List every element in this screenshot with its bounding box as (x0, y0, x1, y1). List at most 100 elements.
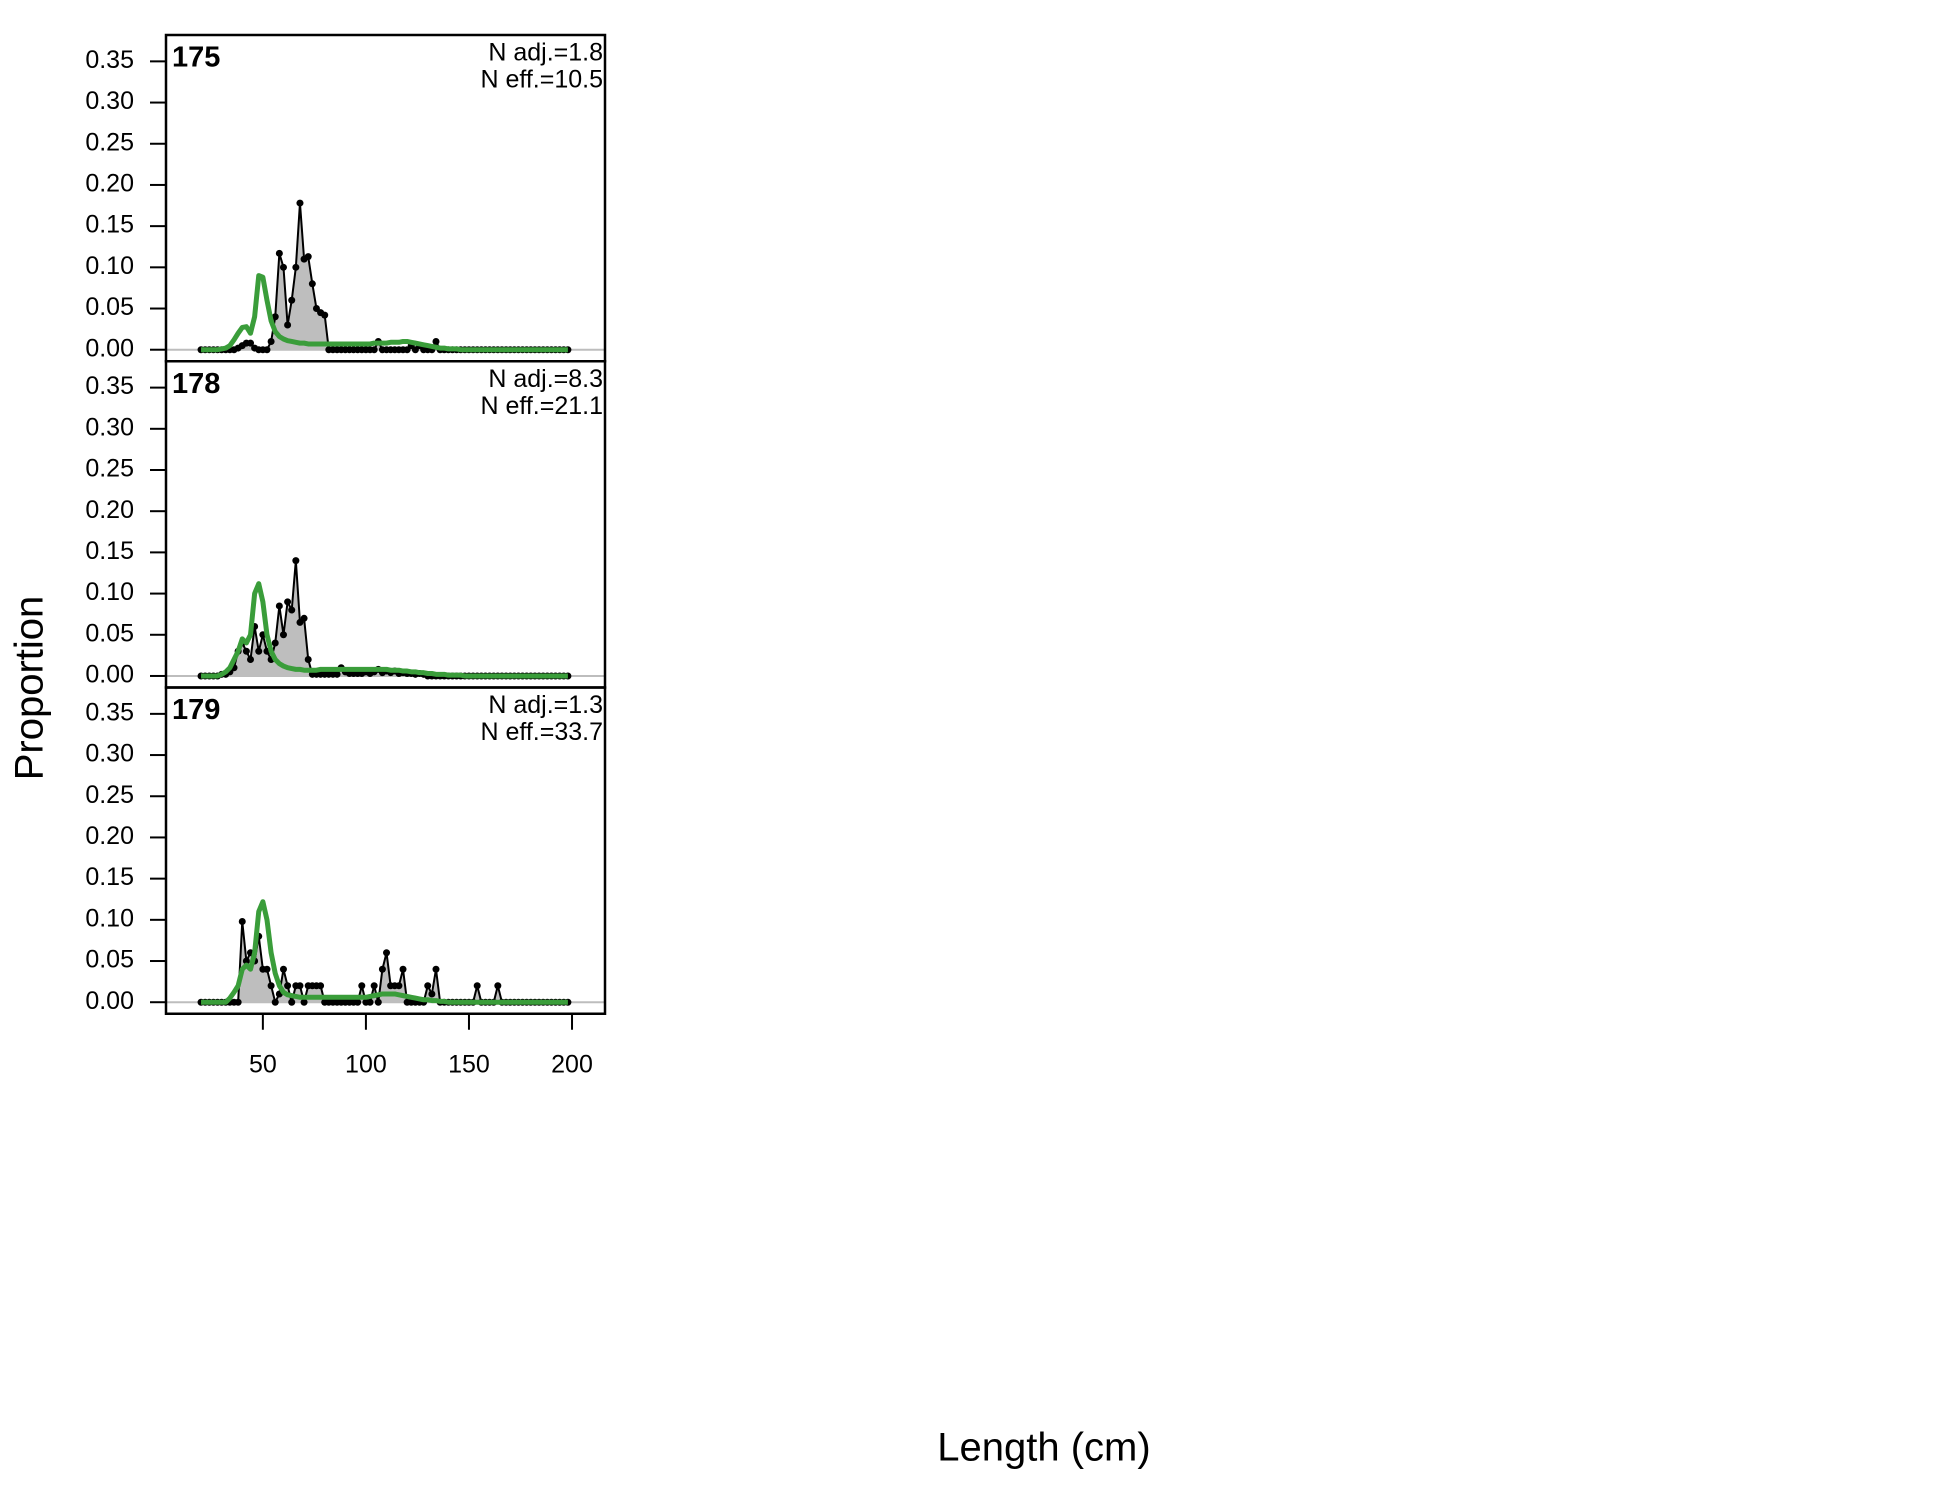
observed-point (300, 998, 308, 1006)
observed-point (275, 249, 283, 257)
panel-frame (164, 686, 607, 1015)
observed-point (275, 602, 283, 610)
observed-point (366, 998, 374, 1006)
observed-point (263, 965, 271, 973)
observed-point (267, 982, 275, 990)
y-tick-label: 0.25 (85, 455, 134, 483)
observed-point (271, 313, 279, 321)
y-tick-label: 0.35 (85, 372, 134, 400)
y-tick-label: 0.15 (85, 537, 134, 565)
observed-point (354, 998, 362, 1006)
observed-point (279, 965, 287, 973)
observed-point (247, 339, 255, 347)
panel-title: 175 (172, 42, 220, 74)
y-tick-label: 0.30 (85, 740, 134, 768)
observed-point (317, 982, 325, 990)
observed-point (255, 647, 263, 655)
y-tick-label: 0.30 (85, 87, 134, 115)
y-tick-label: 0.20 (85, 496, 134, 524)
y-tick-label: 0.00 (85, 334, 134, 362)
observed-point (288, 296, 296, 304)
observed-point (383, 949, 391, 957)
observed-point (378, 965, 386, 973)
observed-point (428, 990, 436, 998)
y-tick-label: 0.10 (85, 904, 134, 932)
observed-point (424, 982, 432, 990)
y-tick-label: 0.20 (85, 822, 134, 850)
y-tick-label: 0.25 (85, 128, 134, 156)
panel-title: 178 (172, 368, 220, 400)
y-tick-label: 0.00 (85, 987, 134, 1015)
y-axis-label: Proportion (8, 596, 52, 781)
y-tick-label: 0.05 (85, 619, 134, 647)
x-tick-label: 150 (448, 1050, 490, 1078)
y-tick-label: 0.35 (85, 46, 134, 74)
y-tick-label: 0.10 (85, 252, 134, 280)
observed-point (288, 606, 296, 614)
observed-point (300, 614, 308, 622)
observed-point (370, 982, 378, 990)
observed-area (201, 560, 568, 676)
x-tick-label: 100 (345, 1050, 387, 1078)
observed-point (242, 647, 250, 655)
observed-point (284, 321, 292, 329)
observed-point (292, 557, 300, 565)
observed-area (201, 203, 568, 350)
observed-point (271, 998, 279, 1006)
observed-point (271, 639, 279, 647)
observed-point (321, 311, 329, 319)
observed-point (374, 998, 382, 1006)
observed-point (238, 917, 246, 925)
observed-point (242, 957, 250, 965)
y-tick-label: 0.25 (85, 781, 134, 809)
observed-point (284, 982, 292, 990)
observed-point (247, 655, 255, 663)
observed-point (473, 982, 481, 990)
observed-line (201, 202, 568, 352)
observed-point (279, 263, 287, 271)
observed-point (284, 598, 292, 606)
observed-point (263, 346, 271, 354)
observed-point (296, 982, 304, 990)
panel-annotation: N eff.=21.1 (480, 392, 603, 420)
observed-point (432, 337, 440, 345)
expected-line (201, 899, 568, 1005)
observed-point (358, 982, 366, 990)
observed-point (308, 280, 316, 288)
x-tick-label: 200 (551, 1050, 593, 1078)
observed-point (333, 670, 341, 678)
observed-point (395, 982, 403, 990)
observed-point (494, 982, 502, 990)
panel-title: 179 (172, 694, 220, 726)
x-axis-label: Length (cm) (937, 1426, 1150, 1470)
observed-point (234, 998, 242, 1006)
observed-point (296, 199, 304, 207)
y-tick-label: 0.05 (85, 946, 134, 974)
observed-point (304, 655, 312, 663)
y-tick-label: 0.00 (85, 661, 134, 689)
y-tick-label: 0.15 (85, 211, 134, 239)
panel-annotation: N eff.=33.7 (480, 718, 603, 746)
y-tick-label: 0.20 (85, 170, 134, 198)
panel-annotation: N adj.=8.3 (488, 365, 603, 393)
y-tick-label: 0.30 (85, 413, 134, 441)
observed-point (288, 998, 296, 1006)
observed-point (399, 965, 407, 973)
y-tick-label: 0.10 (85, 578, 134, 606)
observed-point (292, 263, 300, 271)
y-tick-label: 0.15 (85, 863, 134, 891)
x-tick-label: 50 (249, 1050, 277, 1078)
observed-point (304, 253, 312, 261)
observed-point (267, 337, 275, 345)
panel-annotation: N eff.=10.5 (480, 66, 603, 94)
panel-annotation: N adj.=1.8 (488, 39, 603, 67)
panel-annotation: N adj.=1.3 (488, 691, 603, 719)
y-tick-label: 0.35 (85, 698, 134, 726)
expected-line (201, 581, 568, 679)
observed-point (370, 346, 378, 354)
observed-point (432, 965, 440, 973)
observed-point (279, 631, 287, 639)
y-tick-label: 0.05 (85, 293, 134, 321)
expected-line (201, 273, 568, 353)
